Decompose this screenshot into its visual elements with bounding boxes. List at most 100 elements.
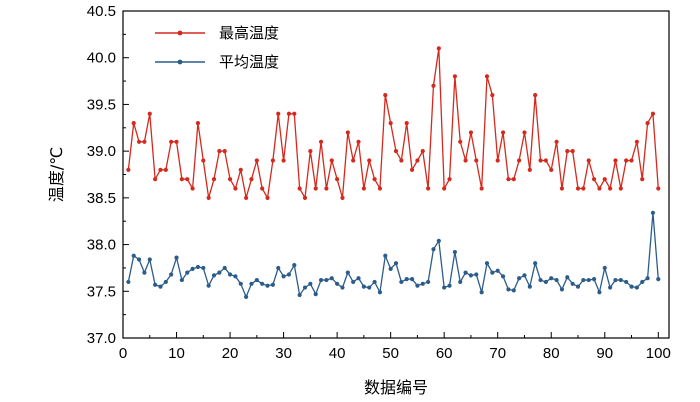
data-point-1 bbox=[506, 287, 511, 292]
data-point-1 bbox=[308, 281, 313, 286]
data-point-1 bbox=[484, 261, 490, 266]
y-tick-label: 38.5 bbox=[87, 190, 116, 207]
data-point-1 bbox=[136, 257, 142, 262]
x-tick-label: 60 bbox=[436, 345, 453, 362]
data-point-1 bbox=[158, 284, 163, 289]
data-point-0 bbox=[399, 158, 404, 163]
data-point-0 bbox=[442, 186, 447, 191]
data-point-1 bbox=[265, 283, 270, 288]
data-point-1 bbox=[340, 285, 345, 290]
series-line-0 bbox=[127, 48, 659, 200]
data-point-1 bbox=[591, 277, 597, 282]
data-point-0 bbox=[249, 177, 254, 182]
data-point-1 bbox=[565, 275, 570, 280]
data-point-1 bbox=[554, 277, 559, 283]
data-point-1 bbox=[335, 281, 340, 286]
data-point-0 bbox=[554, 139, 559, 144]
x-tick-label: 0 bbox=[119, 345, 127, 362]
data-point-1 bbox=[276, 265, 281, 271]
data-point-0 bbox=[318, 139, 324, 144]
data-point-0 bbox=[500, 130, 506, 135]
data-point-1 bbox=[345, 270, 350, 275]
data-point-0 bbox=[329, 158, 334, 163]
y-tick-label: 39.5 bbox=[87, 96, 116, 113]
data-point-0 bbox=[195, 121, 201, 126]
data-point-1 bbox=[624, 279, 629, 285]
data-point-1 bbox=[351, 279, 356, 285]
data-point-0 bbox=[367, 158, 372, 163]
data-point-1 bbox=[399, 279, 404, 285]
data-point-1 bbox=[297, 292, 302, 298]
legend-marker-max bbox=[177, 30, 183, 36]
data-point-0 bbox=[591, 177, 597, 182]
data-point-0 bbox=[613, 158, 618, 163]
data-point-1 bbox=[549, 276, 554, 281]
data-point-1 bbox=[254, 277, 259, 283]
data-point-0 bbox=[559, 186, 565, 191]
data-point-1 bbox=[629, 284, 634, 289]
data-point-1 bbox=[656, 277, 661, 282]
y-tick-label: 37.5 bbox=[87, 283, 116, 300]
data-point-0 bbox=[281, 158, 286, 163]
data-point-1 bbox=[179, 277, 184, 283]
data-point-0 bbox=[345, 130, 350, 135]
data-point-1 bbox=[517, 276, 522, 281]
data-point-0 bbox=[142, 139, 147, 144]
data-point-0 bbox=[511, 177, 516, 182]
data-point-1 bbox=[634, 285, 639, 290]
legend: 最高温度 平均温度 bbox=[155, 24, 279, 71]
data-point-0 bbox=[179, 177, 184, 182]
data-point-0 bbox=[426, 186, 431, 191]
data-point-0 bbox=[640, 177, 645, 182]
legend-label-max: 最高温度 bbox=[219, 24, 279, 42]
data-point-0 bbox=[506, 177, 511, 182]
data-point-1 bbox=[570, 281, 575, 286]
data-point-1 bbox=[318, 277, 324, 283]
data-point-1 bbox=[431, 247, 436, 252]
data-point-1 bbox=[313, 291, 318, 297]
data-point-0 bbox=[415, 158, 420, 163]
data-point-0 bbox=[351, 158, 356, 163]
data-point-1 bbox=[238, 281, 243, 286]
data-point-0 bbox=[340, 195, 345, 200]
data-point-1 bbox=[393, 261, 399, 266]
data-point-1 bbox=[436, 238, 441, 243]
data-point-1 bbox=[409, 277, 415, 282]
y-tick-label: 37.0 bbox=[87, 330, 116, 347]
data-point-1 bbox=[463, 270, 468, 275]
x-tick-label: 20 bbox=[222, 345, 239, 362]
y-tick-label: 40.0 bbox=[87, 50, 116, 67]
data-point-1 bbox=[131, 253, 136, 258]
data-point-0 bbox=[297, 186, 302, 191]
data-point-0 bbox=[361, 186, 366, 191]
data-point-0 bbox=[286, 111, 292, 116]
data-point-1 bbox=[185, 270, 190, 275]
data-point-0 bbox=[474, 158, 479, 163]
data-point-1 bbox=[361, 284, 366, 289]
data-point-0 bbox=[420, 149, 425, 154]
data-point-1 bbox=[201, 265, 206, 271]
data-point-0 bbox=[254, 158, 259, 163]
data-point-1 bbox=[645, 276, 650, 281]
data-point-0 bbox=[517, 158, 522, 163]
x-tick-label: 40 bbox=[329, 345, 346, 362]
series-layer bbox=[126, 46, 661, 299]
data-point-0 bbox=[522, 130, 527, 135]
data-point-0 bbox=[147, 111, 152, 116]
data-point-0 bbox=[549, 167, 554, 172]
data-point-1 bbox=[174, 255, 179, 260]
legend-label-avg: 平均温度 bbox=[219, 53, 279, 71]
data-point-1 bbox=[329, 276, 334, 281]
data-point-0 bbox=[463, 158, 468, 163]
data-point-0 bbox=[447, 177, 452, 182]
data-point-1 bbox=[281, 274, 286, 279]
data-point-0 bbox=[404, 121, 409, 126]
data-point-1 bbox=[270, 282, 275, 287]
data-point-1 bbox=[324, 277, 329, 283]
data-point-0 bbox=[302, 195, 308, 200]
data-point-0 bbox=[409, 167, 415, 172]
data-point-1 bbox=[163, 279, 168, 285]
data-point-1 bbox=[618, 277, 623, 283]
data-point-1 bbox=[249, 281, 254, 286]
x-tick-label: 70 bbox=[489, 345, 506, 362]
